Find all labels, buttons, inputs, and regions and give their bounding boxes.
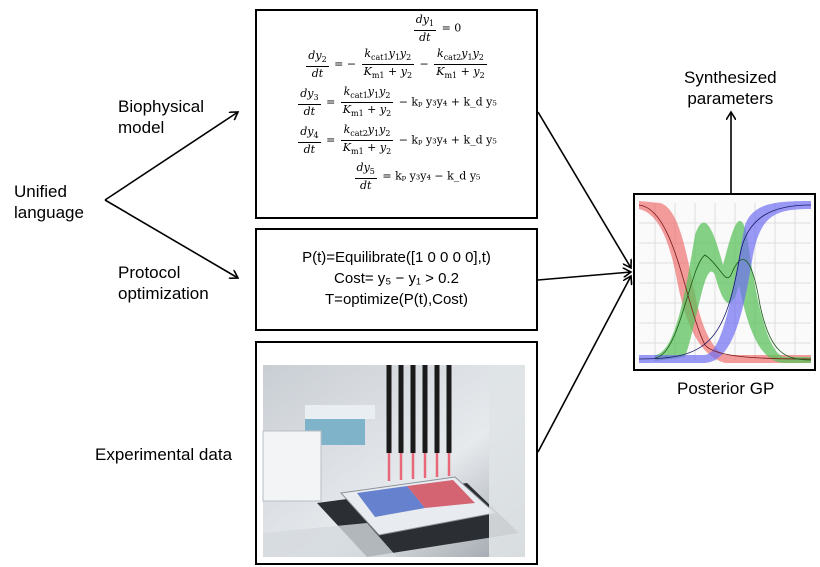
arrow-to-model: [104, 112, 238, 201]
arrow-model-to-gp: [537, 111, 631, 268]
equation-3: dy3 dt = kcat1y1y2 Km1 + y2 − kₚ y₃y₄ + k_…: [298, 85, 497, 119]
label-biophysical-model: Biophysical model: [118, 97, 204, 137]
arrow-data-to-gp: [537, 276, 631, 453]
biophysical-model-box: dy1 dt = 0 dy2 dt = − kcat1y1y2 Km1 + y2 − …: [255, 9, 538, 219]
posterior-gp-plot: [633, 193, 816, 371]
experimental-data-photo: [255, 341, 538, 565]
gp-plot-svg: [635, 195, 814, 369]
protocol-line-1: P(t)=Equilibrate([1 0 0 0 0],t): [302, 249, 491, 266]
protocol-line-2: Cost= y₅ − y₁ > 0.2: [334, 270, 459, 287]
equation-1: dy1 dt = 0: [413, 13, 462, 45]
equation-4: dy4 dt = kcat2y1y2 Km1 + y2 − kₚ y₃y₄ + k_…: [298, 123, 497, 157]
equation-5: dy5 dt = kₚ y₃y₄ − k_d y₅: [354, 161, 481, 193]
lab-photo-illustration: [262, 365, 525, 557]
label-synthesized-parameters: Synthesized parameters: [684, 68, 777, 108]
label-posterior-gp: Posterior GP: [677, 379, 775, 398]
protocol-optimization-box: P(t)=Equilibrate([1 0 0 0 0],t) Cost= y₅…: [255, 228, 538, 331]
label-experimental-data: Experimental data: [95, 445, 233, 464]
equation-2: dy2 dt = − kcat1y1y2 Km1 + y2 − kcat2y1y2 K…: [306, 47, 487, 81]
arrow-protocol-to-gp: [537, 272, 631, 281]
label-protocol-optimization: Protocol optimization: [118, 263, 209, 303]
arrow-to-protocol: [104, 199, 238, 278]
protocol-line-3: T=optimize(P(t),Cost): [325, 291, 468, 308]
label-unified-language: Unified language: [14, 182, 84, 222]
